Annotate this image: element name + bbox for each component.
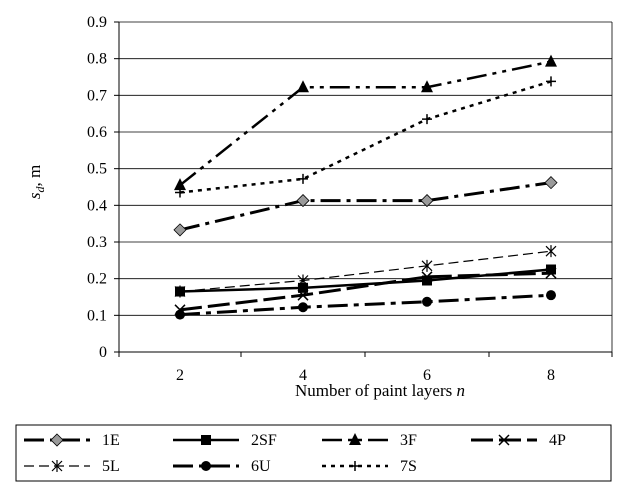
- y-tick-label: 0.4: [87, 197, 107, 214]
- series-line-7S: [179, 80, 552, 194]
- legend-marker-5L: [51, 460, 63, 472]
- x-tick-label: 8: [547, 367, 555, 384]
- y-tick-label: 0.1: [87, 307, 107, 324]
- data-point-1E: [544, 176, 558, 190]
- series-line-6U: [179, 293, 552, 317]
- legend-label-1E: 1E: [102, 432, 120, 449]
- legend-box: [15, 424, 612, 482]
- data-point-6U: [175, 309, 185, 320]
- y-tick-label: 0.8: [87, 51, 107, 68]
- series-line-4P: [179, 271, 552, 312]
- series-line-5L: [179, 250, 552, 293]
- data-point-4P: [545, 267, 557, 279]
- data-point-4P: [421, 271, 433, 283]
- y-tick-label: 0.7: [87, 87, 107, 104]
- data-point-6U: [546, 290, 556, 301]
- data-point-2SF: [422, 275, 432, 286]
- series-group: [173, 54, 558, 320]
- x-axis-ticks: 2 4 6 8: [118, 352, 613, 384]
- data-point-7S: [422, 114, 432, 125]
- x-axis-title: Number of paint layers n: [295, 381, 465, 400]
- y-axis-title: sd, m: [25, 165, 47, 199]
- legend-marker-2SF: [201, 435, 211, 445]
- data-point-5L: [297, 274, 309, 287]
- y-tick-label: 0.5: [87, 161, 107, 178]
- data-point-5L: [421, 259, 433, 272]
- data-point-7S: [298, 173, 308, 184]
- data-point-4P: [297, 289, 309, 301]
- legend-label-5L: 5L: [102, 458, 120, 475]
- legend-label-3F: 3F: [400, 432, 417, 449]
- series-line-1E: [179, 181, 552, 232]
- legend: 1E 2SF 3F 4P 5L 6U 7S: [15, 424, 612, 482]
- legend-label-4P: 4P: [549, 432, 566, 449]
- data-point-2SF: [546, 264, 556, 275]
- y-tick-label: 0: [99, 344, 107, 361]
- data-point-7S: [546, 76, 556, 87]
- data-point-5L: [174, 285, 186, 298]
- legend-marker-7S: [350, 461, 360, 471]
- data-point-1E: [420, 194, 434, 208]
- x-tick-label: 4: [299, 367, 307, 384]
- legend-label-2SF: 2SF: [251, 432, 277, 449]
- legend-marker-3F: [349, 433, 361, 445]
- legend-marker-6U: [201, 461, 211, 471]
- x-tick-label: 2: [176, 367, 184, 384]
- y-axis-ticks: 0 0.1 0.2 0.3 0.4 0.5 0.6 0.7 0.8 0.9: [87, 14, 119, 361]
- legend-marker-1E: [50, 433, 64, 447]
- data-point-1E: [173, 223, 187, 237]
- gridlines: [118, 21, 613, 353]
- data-point-5L: [545, 245, 557, 258]
- legend-marker-4P: [498, 434, 510, 446]
- data-point-1E: [296, 194, 310, 208]
- y-tick-label: 0.2: [87, 271, 107, 288]
- data-point-3F: [421, 80, 433, 93]
- data-point-6U: [298, 302, 308, 313]
- data-point-7S: [175, 187, 185, 198]
- x-tick-label: 6: [423, 367, 431, 384]
- data-point-2SF: [298, 282, 308, 293]
- y-tick-label: 0.3: [87, 234, 107, 251]
- series-line-3F: [179, 60, 552, 187]
- legend-label-6U: 6U: [251, 458, 271, 475]
- data-point-3F: [174, 178, 186, 191]
- legend-label-7S: 7S: [400, 458, 417, 475]
- y-tick-label: 0.9: [87, 14, 107, 31]
- data-point-3F: [545, 54, 557, 67]
- y-tick-label: 0.6: [87, 124, 107, 141]
- data-point-6U: [422, 296, 432, 307]
- data-point-3F: [297, 80, 309, 93]
